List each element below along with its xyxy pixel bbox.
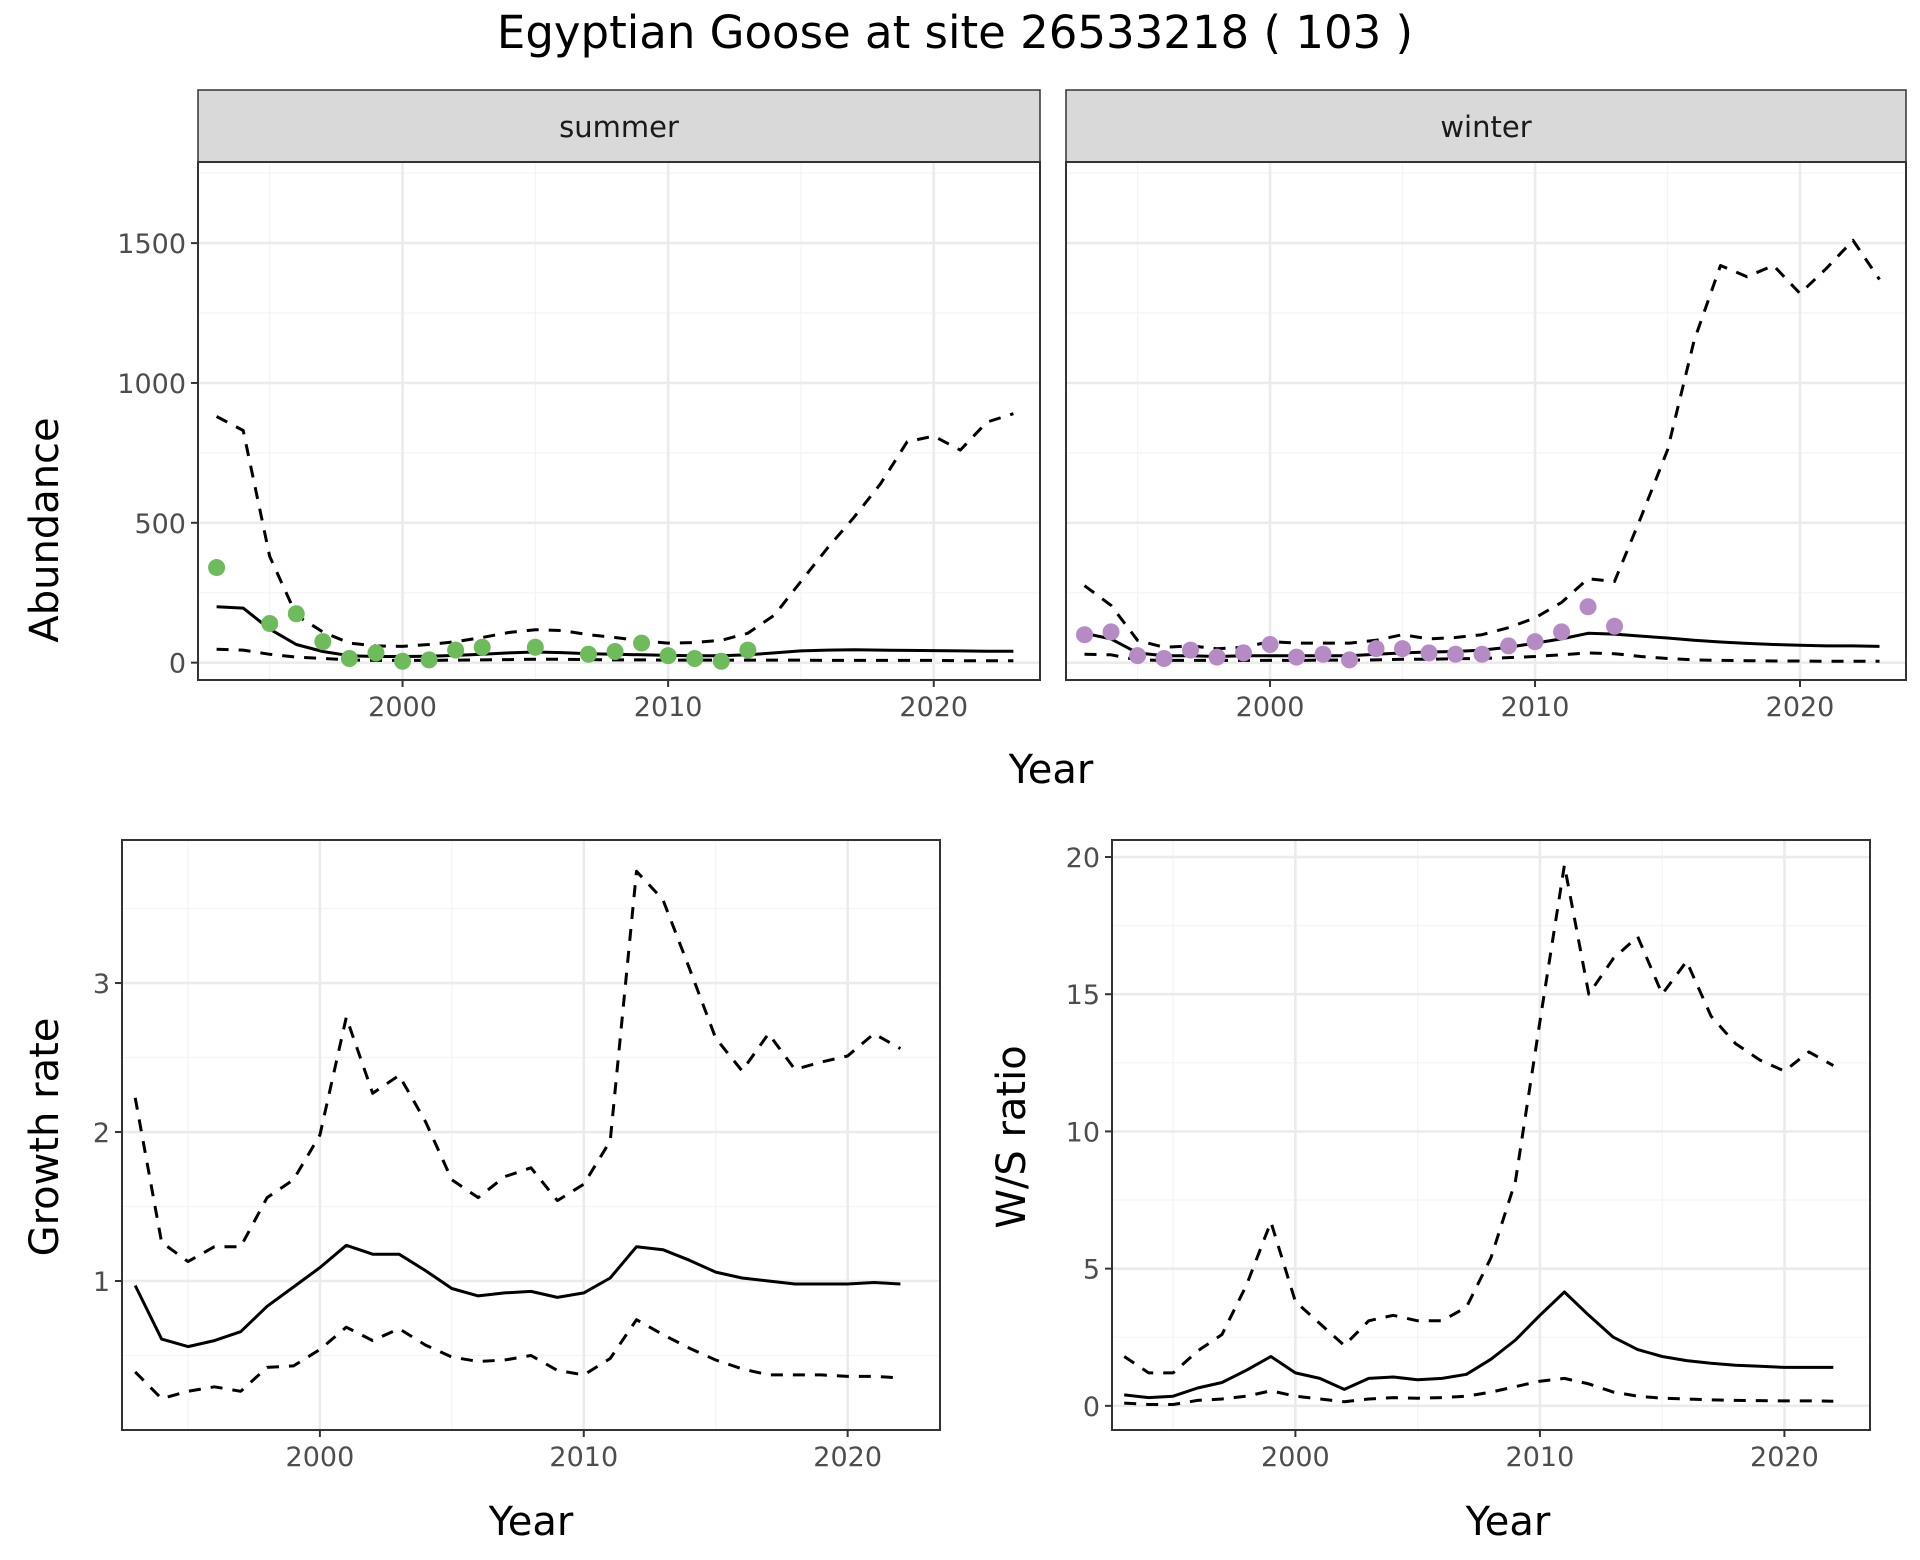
- growth-rate-axis-title: Growth rate: [22, 1018, 68, 1257]
- summer-observation-point: [686, 649, 704, 667]
- summer-observation-point: [526, 638, 544, 656]
- winter-plot-area: [1066, 162, 1906, 680]
- winter-observation-point: [1500, 637, 1518, 655]
- y-tick-label: 2: [93, 1118, 110, 1149]
- y-tick-label: 500: [134, 509, 186, 540]
- winter-observation-point: [1367, 640, 1385, 658]
- winter-observation-point: [1341, 651, 1359, 669]
- winter-panel: winter 2000 2010 2020: [1065, 89, 1907, 723]
- y-tick-label: 15: [1066, 980, 1100, 1011]
- winter-observation-point: [1235, 644, 1253, 662]
- summer-observation-point: [659, 647, 677, 665]
- x-tick-label: 2010: [1501, 692, 1570, 723]
- x-tick-label: 2000: [1236, 692, 1305, 723]
- summer-strip: [197, 89, 1041, 163]
- x-tick-label: 2000: [368, 692, 437, 723]
- winter-observation-point: [1473, 645, 1491, 663]
- figure-title: Egyptian Goose at site 26533218 ( 103 ): [497, 6, 1413, 59]
- summer-observation-point: [447, 641, 465, 659]
- ratio-plot-area: [1112, 840, 1870, 1430]
- summer-observation-point: [261, 615, 279, 633]
- growth-plot-area: [122, 840, 940, 1430]
- x-tick-label: 2010: [549, 1442, 618, 1473]
- winter-observation-point: [1129, 647, 1147, 665]
- y-tick-label: 1000: [117, 369, 186, 400]
- growth-lower-line: [134, 1318, 901, 1401]
- winter-observation-point: [1208, 648, 1226, 666]
- winter-observation-point: [1102, 623, 1120, 641]
- winter-observation-point: [1553, 623, 1571, 641]
- summer-observation-point: [394, 652, 412, 670]
- summer-plot-area: [198, 162, 1040, 680]
- summer-observation-point: [314, 633, 332, 651]
- growth-panel-border: [121, 839, 941, 1431]
- x-tick-label: 2000: [1261, 1442, 1330, 1473]
- y-tick-label: 1: [93, 1267, 110, 1298]
- ratio-x-axis-title: Year: [1465, 1499, 1551, 1545]
- ws-ratio-panel: 2000 2010 2020 0 5 10 15 20: [1066, 839, 1871, 1473]
- winter-observation-point: [1394, 640, 1412, 658]
- abundance-axis-title: Abundance: [22, 417, 68, 642]
- winter-strip-label: winter: [1440, 110, 1531, 144]
- summer-strip-label: summer: [559, 110, 679, 144]
- winter-observation-point: [1076, 626, 1094, 644]
- x-tick-label: 2020: [1766, 692, 1835, 723]
- summer-observation-point: [606, 642, 624, 660]
- summer-observation-point: [340, 649, 358, 667]
- summer-observation-point: [367, 644, 385, 662]
- summer-upper-line: [215, 412, 1014, 648]
- y-tick-label: 0: [169, 649, 186, 680]
- summer-observation-point: [633, 634, 651, 652]
- ratio-panel-border: [1111, 839, 1871, 1431]
- x-tick-label: 2020: [813, 1442, 882, 1473]
- summer-observation-point: [712, 652, 730, 670]
- winter-observation-point: [1420, 644, 1438, 662]
- x-tick-label: 2020: [899, 692, 968, 723]
- growth-x-axis-title: Year: [488, 1499, 574, 1545]
- ratio-estimate-line: [1124, 1290, 1834, 1400]
- summer-observation-point: [287, 605, 305, 623]
- growth-estimate-line: [133, 1243, 901, 1349]
- winter-observation-point: [1314, 645, 1332, 663]
- y-tick-label: 0: [1083, 1392, 1100, 1423]
- summer-panel-border: [197, 161, 1041, 681]
- growth-rate-panel: 2000 2010 2020 1 2 3: [93, 839, 941, 1473]
- summer-observation-point: [208, 559, 226, 577]
- y-tick-label: 10: [1066, 1117, 1100, 1148]
- y-tick-label: 20: [1066, 843, 1100, 874]
- y-tick-label: 3: [93, 969, 110, 1000]
- winter-observation-point: [1182, 641, 1200, 659]
- growth-upper-line: [133, 869, 902, 1264]
- winter-observation-point: [1447, 645, 1465, 663]
- winter-panel-border: [1065, 161, 1907, 681]
- summer-observation-point: [579, 645, 597, 663]
- y-tick-label: 5: [1083, 1255, 1100, 1286]
- winter-observation-point: [1155, 649, 1173, 667]
- x-tick-label: 2010: [1506, 1442, 1575, 1473]
- summer-observation-point: [739, 641, 757, 659]
- ratio-upper-line: [1123, 863, 1835, 1375]
- ratio-lower-line: [1124, 1376, 1834, 1406]
- x-tick-label: 2020: [1750, 1442, 1819, 1473]
- x-tick-label: 2010: [634, 692, 703, 723]
- winter-observation-point: [1288, 648, 1306, 666]
- summer-observation-point: [420, 651, 438, 669]
- winter-observation-point: [1579, 598, 1597, 616]
- ws-ratio-axis-title: W/S ratio: [989, 1045, 1035, 1228]
- summer-panel: summer 2000 2010 2020 0 500 1000 1500: [117, 89, 1041, 723]
- winter-observation-point: [1526, 633, 1544, 651]
- y-tick-label: 1500: [117, 229, 186, 260]
- x-tick-label: 2000: [286, 1442, 355, 1473]
- summer-observation-point: [473, 638, 491, 656]
- top-x-axis-title: Year: [1008, 747, 1094, 793]
- winter-observation-point: [1261, 635, 1279, 653]
- winter-observation-point: [1606, 617, 1624, 635]
